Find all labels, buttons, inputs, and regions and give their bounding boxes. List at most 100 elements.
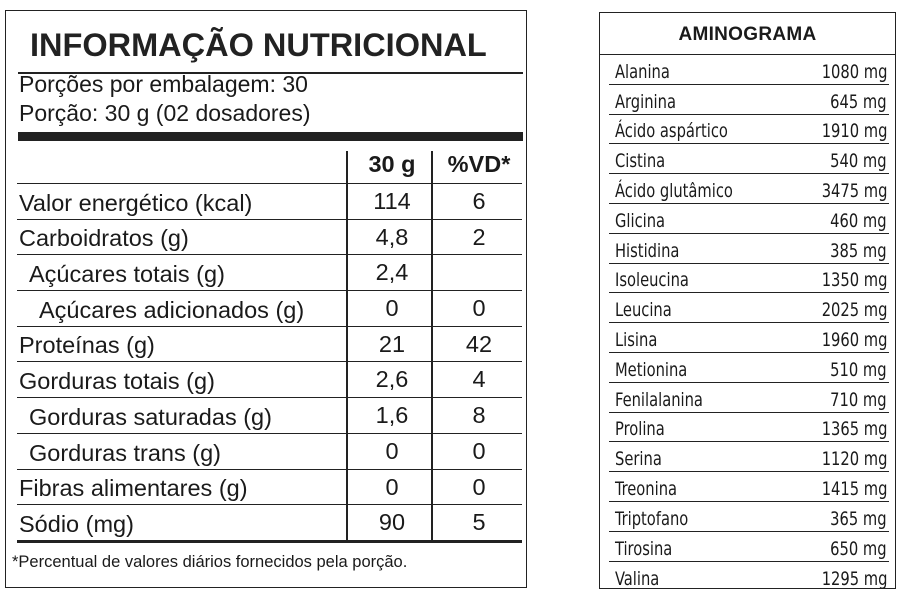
nutrient-amount: 0 [385, 295, 399, 322]
amino-acid-value: 1295 mg [821, 568, 887, 591]
list-item: Alanina 1080 mg [609, 55, 889, 85]
nutrient-name: Gorduras totais (g) [19, 368, 215, 395]
amino-acid-value: 385 mg [830, 239, 887, 262]
table-row: Proteínas (g) 21 42 [17, 327, 522, 363]
nutrient-amount: 4,8 [375, 223, 409, 250]
amino-acid-name: Glicina [615, 209, 666, 232]
amino-acid-name: Leucina [615, 299, 672, 322]
nutrient-dv: 0 [472, 473, 486, 500]
nutrient-dv [435, 255, 523, 290]
amino-acid-name: Triptofano [615, 507, 689, 530]
list-item: Glicina 460 mg [609, 204, 889, 234]
nutrition-table: 30 g %VD* Valor energético (kcal) 114 6 Car… [17, 140, 523, 544]
aminogram-list: Alanina 1080 mg Arginina 645 mg Ácido aspárt… [609, 55, 889, 591]
aminogram-title: AMINOGRAMA [600, 13, 895, 55]
table-row: Sódio (mg) 90 5 [17, 505, 522, 544]
nutrient-dv: 6 [472, 188, 486, 214]
table-row: Fibras alimentares (g) 0 0 [17, 470, 522, 506]
footnote: *Percentual de valores diários fornecido… [12, 553, 408, 571]
amino-acid-value: 1350 mg [821, 269, 887, 292]
list-item: Leucina 2025 mg [609, 293, 889, 324]
amino-acid-name: Metionina [615, 358, 688, 381]
nutrient-dv: 0 [472, 295, 486, 322]
column-divider-amount [346, 151, 348, 542]
col-amount-header: 30 g [368, 151, 416, 177]
amino-acid-value: 710 mg [830, 388, 887, 411]
list-item: Treonina 1415 mg [609, 472, 889, 502]
amino-acid-value: 2025 mg [821, 299, 887, 322]
amino-acid-value: 1120 mg [821, 448, 887, 471]
amino-acid-name: Fenilalanina [615, 388, 703, 411]
col-dv-header: %VD* [447, 151, 511, 177]
nutrient-name: Gorduras saturadas (g) [29, 403, 272, 430]
list-item: Fenilalanina 710 mg [609, 383, 889, 413]
nutrient-dv: 5 [472, 509, 486, 536]
nutrient-name: Proteínas (g) [19, 332, 155, 359]
nutrient-name: Fibras alimentares (g) [19, 475, 248, 502]
list-item: Ácido aspártico 1910 mg [609, 115, 889, 145]
nutrient-dv: 42 [465, 330, 493, 357]
amino-acid-name: Lisina [615, 328, 658, 351]
amino-acid-value: 1080 mg [821, 60, 887, 83]
list-item: Ácido glutâmico 3475 mg [609, 174, 889, 204]
nutrient-name: Gorduras trans (g) [29, 439, 221, 466]
amino-acid-value: 645 mg [830, 90, 887, 113]
amino-acid-name: Treonina [615, 477, 678, 500]
table-row: Gorduras saturadas (g) 1,6 8 [17, 398, 522, 434]
list-item: Serina 1120 mg [609, 442, 889, 473]
title-divider [18, 72, 523, 74]
amino-acid-name: Prolina [615, 418, 665, 441]
amino-acid-value: 510 mg [830, 358, 887, 381]
column-divider-dv [431, 151, 433, 542]
list-item: Arginina 645 mg [609, 85, 889, 115]
amino-acid-name: Histidina [615, 239, 680, 262]
table-row: Gorduras totais (g) 2,6 4 [17, 362, 522, 399]
list-item: Histidina 385 mg [609, 234, 889, 264]
nutrition-table-header: 30 g %VD* [17, 140, 522, 184]
list-item: Cistina 540 mg [609, 144, 889, 175]
amino-acid-name: Tirosina [615, 537, 673, 560]
nutrient-name: Açúcares totais (g) [29, 261, 225, 288]
nutrient-name: Açúcares adicionados (g) [39, 296, 305, 323]
nutrient-name: Sódio (mg) [19, 511, 134, 538]
table-row: Gorduras trans (g) 0 0 [17, 434, 522, 470]
list-item: Metionina 510 mg [609, 353, 889, 383]
nutrient-amount: 1,6 [375, 402, 409, 429]
amino-acid-value: 3475 mg [821, 179, 887, 202]
list-item: Prolina 1365 mg [609, 413, 889, 443]
amino-acid-value: 1365 mg [821, 418, 887, 441]
thick-divider [18, 132, 523, 141]
nutrient-dv: 0 [472, 437, 486, 464]
table-row: Açúcares adicionados (g) 0 0 [17, 291, 522, 327]
amino-acid-value: 540 mg [830, 150, 887, 173]
amino-acid-name: Ácido aspártico [615, 120, 728, 143]
amino-acid-value: 1415 mg [821, 477, 887, 500]
amino-acid-name: Cistina [615, 150, 666, 173]
amino-acid-name: Valina [615, 568, 660, 591]
servings-per-package: Porções por embalagem: 30 [19, 71, 308, 97]
nutrient-amount: 114 [373, 188, 411, 214]
nutrient-amount: 21 [378, 330, 406, 357]
list-item: Lisina 1960 mg [609, 323, 889, 353]
amino-acid-value: 460 mg [830, 209, 887, 232]
nutrient-amount: 2,4 [375, 259, 409, 286]
nutrient-name: Carboidratos (g) [19, 225, 189, 252]
nutrient-amount: 0 [385, 473, 399, 500]
table-row: Carboidratos (g) 4,8 2 [17, 220, 522, 256]
amino-acid-name: Alanina [615, 60, 670, 83]
amino-acid-value: 650 mg [830, 537, 887, 560]
nutrient-dv: 4 [472, 366, 486, 393]
list-item: Tirosina 650 mg [609, 532, 889, 562]
amino-acid-value: 1960 mg [821, 328, 887, 351]
amino-acid-name: Serina [615, 448, 662, 471]
list-item: Valina 1295 mg [609, 562, 889, 592]
amino-acid-name: Arginina [615, 90, 676, 113]
amino-acid-name: Isoleucina [615, 269, 689, 292]
list-item: Triptofano 365 mg [609, 502, 889, 532]
nutrition-title: INFORMAÇÃO NUTRICIONAL [30, 27, 487, 63]
nutrient-amount: 2,6 [375, 366, 409, 393]
nutrient-amount: 90 [378, 509, 406, 536]
serving-size: Porção: 30 g (02 dosadores) [19, 100, 311, 126]
nutrient-name: Valor energético (kcal) [19, 189, 253, 216]
table-row: Valor energético (kcal) 114 6 [17, 184, 522, 220]
